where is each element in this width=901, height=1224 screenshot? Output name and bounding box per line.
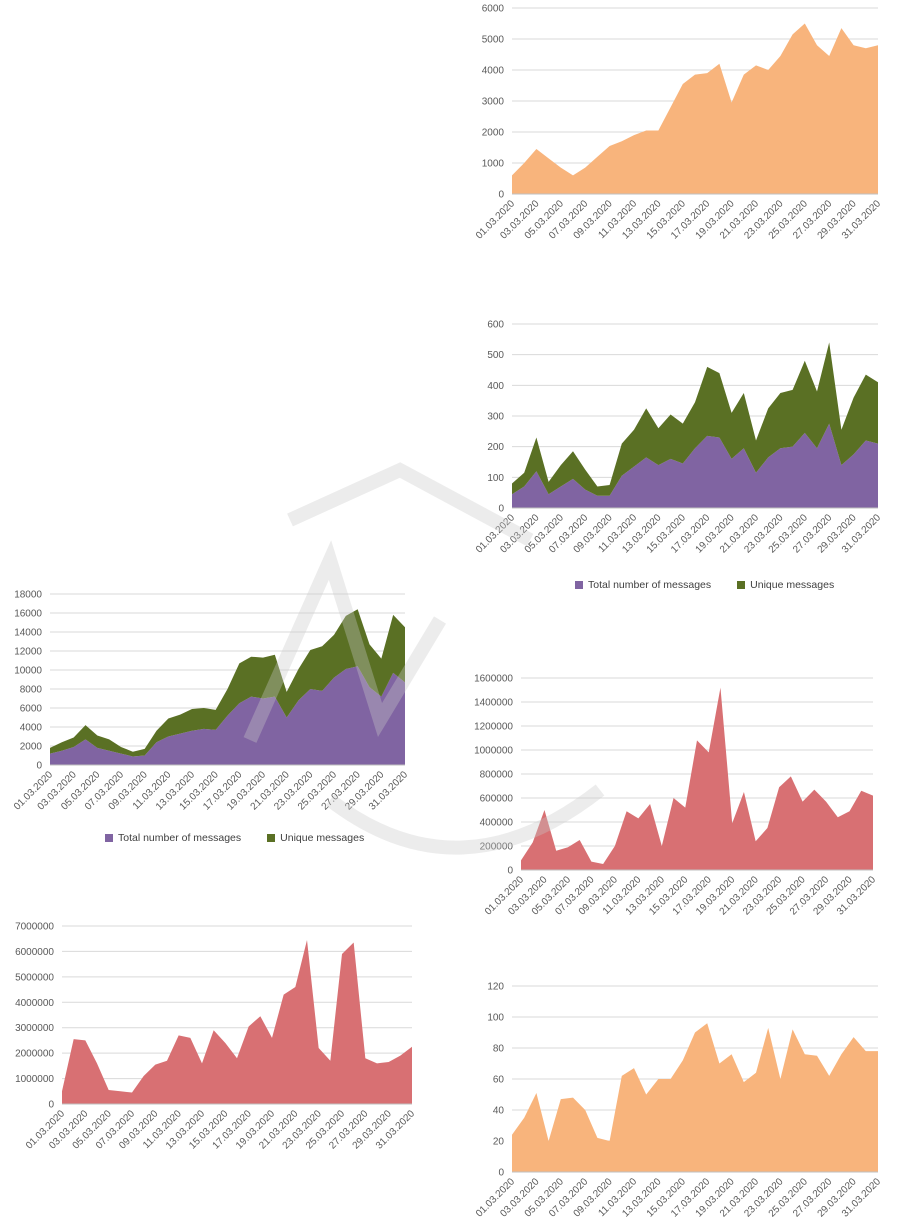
y-tick-label: 12000 <box>14 647 42 658</box>
chart-5-svg: 0 1000000 2000000 3000000 4000000 5000000 6000… <box>15 922 417 1152</box>
y-tick-label: 4000 <box>20 723 43 734</box>
y-tick-label: 600 <box>487 320 504 331</box>
legend-label-unique: Unique messages <box>750 579 835 591</box>
y-tick-label: 200 <box>487 442 504 453</box>
area-series-0 <box>521 687 873 870</box>
chart-3-svg: 0 2000 4000 6000 8000 10000 12000 14000 16000 180… <box>12 590 410 813</box>
legend-swatch-total <box>105 834 113 842</box>
y-tick-label: 7000000 <box>15 922 54 933</box>
y-tick-label: 2000000 <box>15 1049 54 1060</box>
y-tick-label: 40 <box>493 1106 505 1117</box>
y-tick-label: 5000 <box>482 35 505 46</box>
legend-swatch-unique <box>267 834 276 842</box>
y-tick-label: 6000 <box>482 4 505 15</box>
y-tick-label: 16000 <box>14 609 42 620</box>
y-tick-label: 120 <box>487 982 504 993</box>
y-tick-label: 0 <box>36 761 42 772</box>
y-tick-label: 2000 <box>482 128 505 139</box>
legend-item-unique: Unique messages <box>737 579 834 591</box>
legend-item-total: Total number of messages <box>105 832 241 844</box>
y-tick-label: 1000 <box>482 159 505 170</box>
area-series-0 <box>62 939 412 1104</box>
y-tick-label: 800000 <box>480 770 514 781</box>
legend-swatch-unique <box>737 581 746 589</box>
y-tick-label: 8000 <box>20 685 43 696</box>
y-tick-label: 1200000 <box>474 722 513 733</box>
y-tick-label: 500 <box>487 350 504 361</box>
legend-label-unique: Unique messages <box>280 832 365 844</box>
y-tick-label: 100 <box>487 1013 504 1024</box>
chart-6-svg: 02040608010012001.03.202003.03.202005.03… <box>474 982 883 1220</box>
y-tick-label: 10000 <box>14 666 42 677</box>
area-series-0 <box>512 1023 878 1172</box>
chart-6: 0 20 40 60 80 100 120 01.03.2020 03.03.2020 05.03… <box>470 978 890 1224</box>
y-tick-label: 0 <box>498 1168 504 1179</box>
y-tick-label: 80 <box>493 1044 505 1055</box>
legend-swatch-total <box>575 581 583 589</box>
y-tick-label: 3000000 <box>15 1023 54 1034</box>
chart-1: 0 1000 2000 3000 4000 5000 6000 01.03.2020 03.03… <box>470 0 890 262</box>
y-tick-label: 6000000 <box>15 947 54 958</box>
y-tick-label: 400000 <box>480 818 514 829</box>
y-tick-label: 18000 <box>14 590 42 601</box>
y-tick-label: 0 <box>498 190 504 201</box>
y-tick-label: 400 <box>487 381 504 392</box>
chart-1-svg: 010002000300040005000600001.03.202003.03… <box>474 4 883 242</box>
area-series-1 <box>512 342 878 496</box>
legend-label-total: Total number of messages <box>588 579 712 591</box>
chart-3-legend: Total number of messages Unique messages <box>105 832 364 844</box>
y-tick-label: 14000 <box>14 628 42 639</box>
legend-item-total: Total number of messages <box>575 579 711 591</box>
y-tick-label: 100 <box>487 473 504 484</box>
y-tick-label: 3000 <box>482 97 505 108</box>
y-tick-label: 300 <box>487 412 504 423</box>
y-tick-label: 1000000 <box>15 1074 54 1085</box>
y-tick-label: 1400000 <box>474 698 513 709</box>
y-tick-label: 60 <box>493 1075 505 1086</box>
chart-4: 0 200000 400000 600000 800000 1000000 1200000 1… <box>465 670 890 932</box>
area-series-0 <box>512 423 878 508</box>
chart-2-svg: 010020030040050060001.03.202003.03.20200… <box>474 320 883 556</box>
y-tick-label: 5000000 <box>15 972 54 983</box>
chart-2-legend: Total number of messages Unique messages <box>575 579 834 591</box>
area-series-0 <box>512 23 878 194</box>
chart-5: 0 1000000 2000000 3000000 4000000 5000000 6000… <box>0 918 420 1180</box>
y-tick-label: 0 <box>507 866 513 877</box>
y-tick-label: 1000000 <box>474 746 513 757</box>
chart-3: 0 2000 4000 6000 8000 10000 12000 14000 16000 180… <box>0 585 420 855</box>
y-tick-label: 6000 <box>20 704 43 715</box>
legend-item-unique: Unique messages <box>267 832 364 844</box>
chart-2: 0 100 200 300 400 500 600 01.03.2020 03.03.2020 0… <box>470 312 890 602</box>
y-tick-label: 0 <box>48 1100 54 1111</box>
y-tick-label: 20 <box>493 1137 505 1148</box>
y-tick-label: 600000 <box>480 794 514 805</box>
y-tick-label: 200000 <box>480 842 514 853</box>
y-tick-label: 4000000 <box>15 998 54 1009</box>
y-tick-label: 4000 <box>482 66 505 77</box>
chart-4-svg: 0 200000 400000 600000 800000 1000000 1200000 1… <box>474 674 878 918</box>
y-tick-label: 2000 <box>20 742 43 753</box>
y-tick-label: 0 <box>498 504 504 515</box>
legend-label-total: Total number of messages <box>118 832 242 844</box>
y-tick-label: 1600000 <box>474 674 513 685</box>
